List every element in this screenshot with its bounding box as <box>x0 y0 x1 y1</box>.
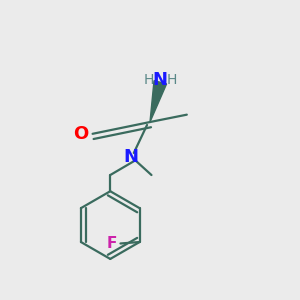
Text: N: N <box>123 148 138 166</box>
Polygon shape <box>150 81 166 122</box>
Text: N: N <box>153 71 168 89</box>
Text: H: H <box>144 73 154 87</box>
Text: O: O <box>73 125 88 143</box>
Text: H: H <box>166 73 177 87</box>
Text: F: F <box>106 236 117 251</box>
